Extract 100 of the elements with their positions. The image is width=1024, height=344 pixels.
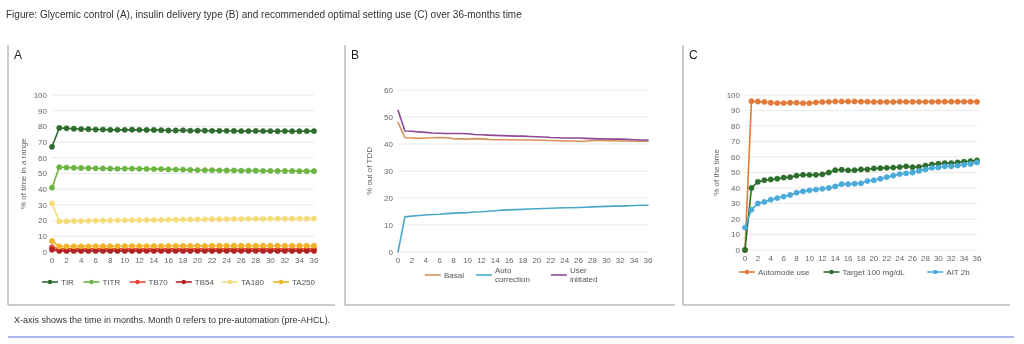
x-tick-label: 22 (882, 254, 892, 263)
x-tick-label: 6 (781, 254, 787, 263)
x-tick-label: 18 (856, 254, 866, 263)
x-tick-label: 26 (574, 256, 584, 265)
x-tick-label: 32 (946, 254, 957, 263)
chart-title: A (14, 48, 23, 62)
chart-title: C (689, 48, 698, 62)
legend-label: Auto correction (494, 266, 531, 285)
x-tick-label: 24 (895, 254, 905, 263)
x-tick-label: 28 (587, 256, 598, 265)
x-tick-label: 16 (163, 256, 174, 265)
x-tick-label: 34 (294, 256, 305, 265)
y-tick-label: 90 (38, 106, 48, 116)
x-tick-label: 36 (972, 254, 982, 263)
y-tick-label: 100 (33, 90, 48, 100)
chart-title: B (351, 48, 360, 62)
x-tick-label: 26 (236, 256, 247, 265)
x-tick-label: 10 (120, 256, 130, 265)
x-tick-label: 30 (265, 256, 276, 265)
x-tick-label: 34 (629, 256, 640, 265)
y-axis-title: % out of TDD (365, 146, 374, 195)
y-tick-label: 30 (384, 166, 394, 176)
x-tick-label: 6 (93, 256, 99, 265)
y-tick-label: 90 (731, 106, 741, 116)
x-tick-label: 8 (451, 256, 457, 265)
x-tick-label: 20 (532, 256, 542, 265)
x-tick-label: 24 (560, 256, 570, 265)
y-tick-label: 30 (731, 199, 741, 209)
text: Figure: Glycemic control (A), insulin delivery type (B) and recommended optimal setting use (C) over 36-months time (6, 9, 523, 20)
y-axis-title: % of time in a range (19, 137, 28, 210)
y-tick-label: 20 (731, 214, 741, 224)
y-tick-label: 40 (384, 139, 394, 149)
x-tick-label: 16 (504, 256, 515, 265)
x-tick-label: 14 (149, 256, 159, 265)
x-tick-label: 0 (395, 256, 401, 265)
y-tick-label: 50 (731, 168, 741, 178)
x-tick-label: 24 (222, 256, 232, 265)
x-tick-label: 14 (830, 254, 841, 263)
y-tick-label: 30 (38, 200, 48, 210)
legend-label: User initiated (569, 266, 598, 285)
x-tick-label: 4 (78, 256, 84, 265)
x-tick-label: 36 (643, 256, 653, 265)
legend-label: TA180 (241, 277, 265, 287)
y-tick-label: 50 (384, 112, 394, 122)
x-tick-label: 2 (64, 256, 70, 265)
x-tick-label: 22 (546, 256, 556, 265)
x-tick-label: 4 (423, 256, 429, 265)
x-tick-label: 30 (601, 256, 612, 265)
x-tick-label: 34 (959, 254, 970, 263)
x-tick-label: 12 (476, 256, 487, 265)
legend-label: AIT 2h (946, 267, 970, 277)
y-tick-label: 10 (384, 220, 394, 230)
x-tick-label: 26 (908, 254, 918, 263)
legend-label: Target 100 mg/dL (842, 267, 906, 277)
y-tick-label: 60 (731, 152, 741, 162)
y-tick-label: 40 (38, 185, 48, 194)
legend-label: Basal (443, 270, 465, 280)
y-tick-label: 60 (384, 85, 394, 95)
y-tick-label: 80 (38, 122, 48, 132)
y-tick-label: 70 (38, 137, 48, 147)
x-tick-label: 4 (768, 254, 774, 263)
x-tick-label: 0 (49, 256, 55, 265)
x-tick-label: 18 (518, 256, 528, 265)
x-tick-label: 28 (251, 256, 261, 265)
y-tick-label: 40 (731, 183, 741, 193)
x-tick-label: 28 (920, 254, 931, 263)
text: X-axis shows the time in months. Month 0 refers to pre-automation (pre-AHCL). (14, 315, 331, 325)
y-tick-label: 60 (38, 153, 48, 163)
x-tick-label: 0 (742, 254, 748, 263)
x-tick-label: 10 (462, 256, 473, 265)
legend-label: TITR (102, 277, 121, 287)
x-tick-label: 12 (817, 254, 828, 263)
x-tick-label: 6 (437, 256, 443, 265)
legend-label: TIR (61, 277, 75, 287)
x-tick-label: 14 (490, 256, 501, 265)
y-tick-label: 100 (726, 90, 741, 100)
legend-label: TB54 (194, 277, 215, 287)
legend-label: Automode use (757, 267, 811, 277)
y-axis-title: % of the time (712, 148, 721, 196)
x-tick-label: 2 (409, 256, 415, 265)
y-tick-label: 10 (38, 232, 48, 242)
x-tick-label: 2 (755, 254, 761, 263)
x-tick-label: 22 (207, 256, 218, 265)
x-tick-label: 18 (178, 256, 188, 265)
x-tick-label: 8 (794, 254, 800, 263)
y-tick-label: 0 (735, 245, 741, 255)
y-tick-label: 20 (38, 216, 48, 226)
legend-label: TA250 (292, 277, 316, 287)
y-tick-label: 20 (384, 193, 394, 203)
y-tick-label: 80 (731, 121, 741, 131)
x-tick-label: 12 (134, 256, 145, 265)
x-tick-label: 20 (193, 256, 203, 265)
y-tick-label: 70 (731, 137, 741, 147)
x-tick-label: 36 (309, 256, 319, 265)
x-tick-label: 20 (869, 254, 879, 263)
x-tick-label: 8 (108, 256, 113, 265)
x-tick-label: 16 (843, 254, 854, 263)
x-tick-label: 10 (804, 254, 815, 263)
legend-label: TB70 (148, 277, 169, 287)
y-tick-label: 50 (38, 169, 48, 179)
